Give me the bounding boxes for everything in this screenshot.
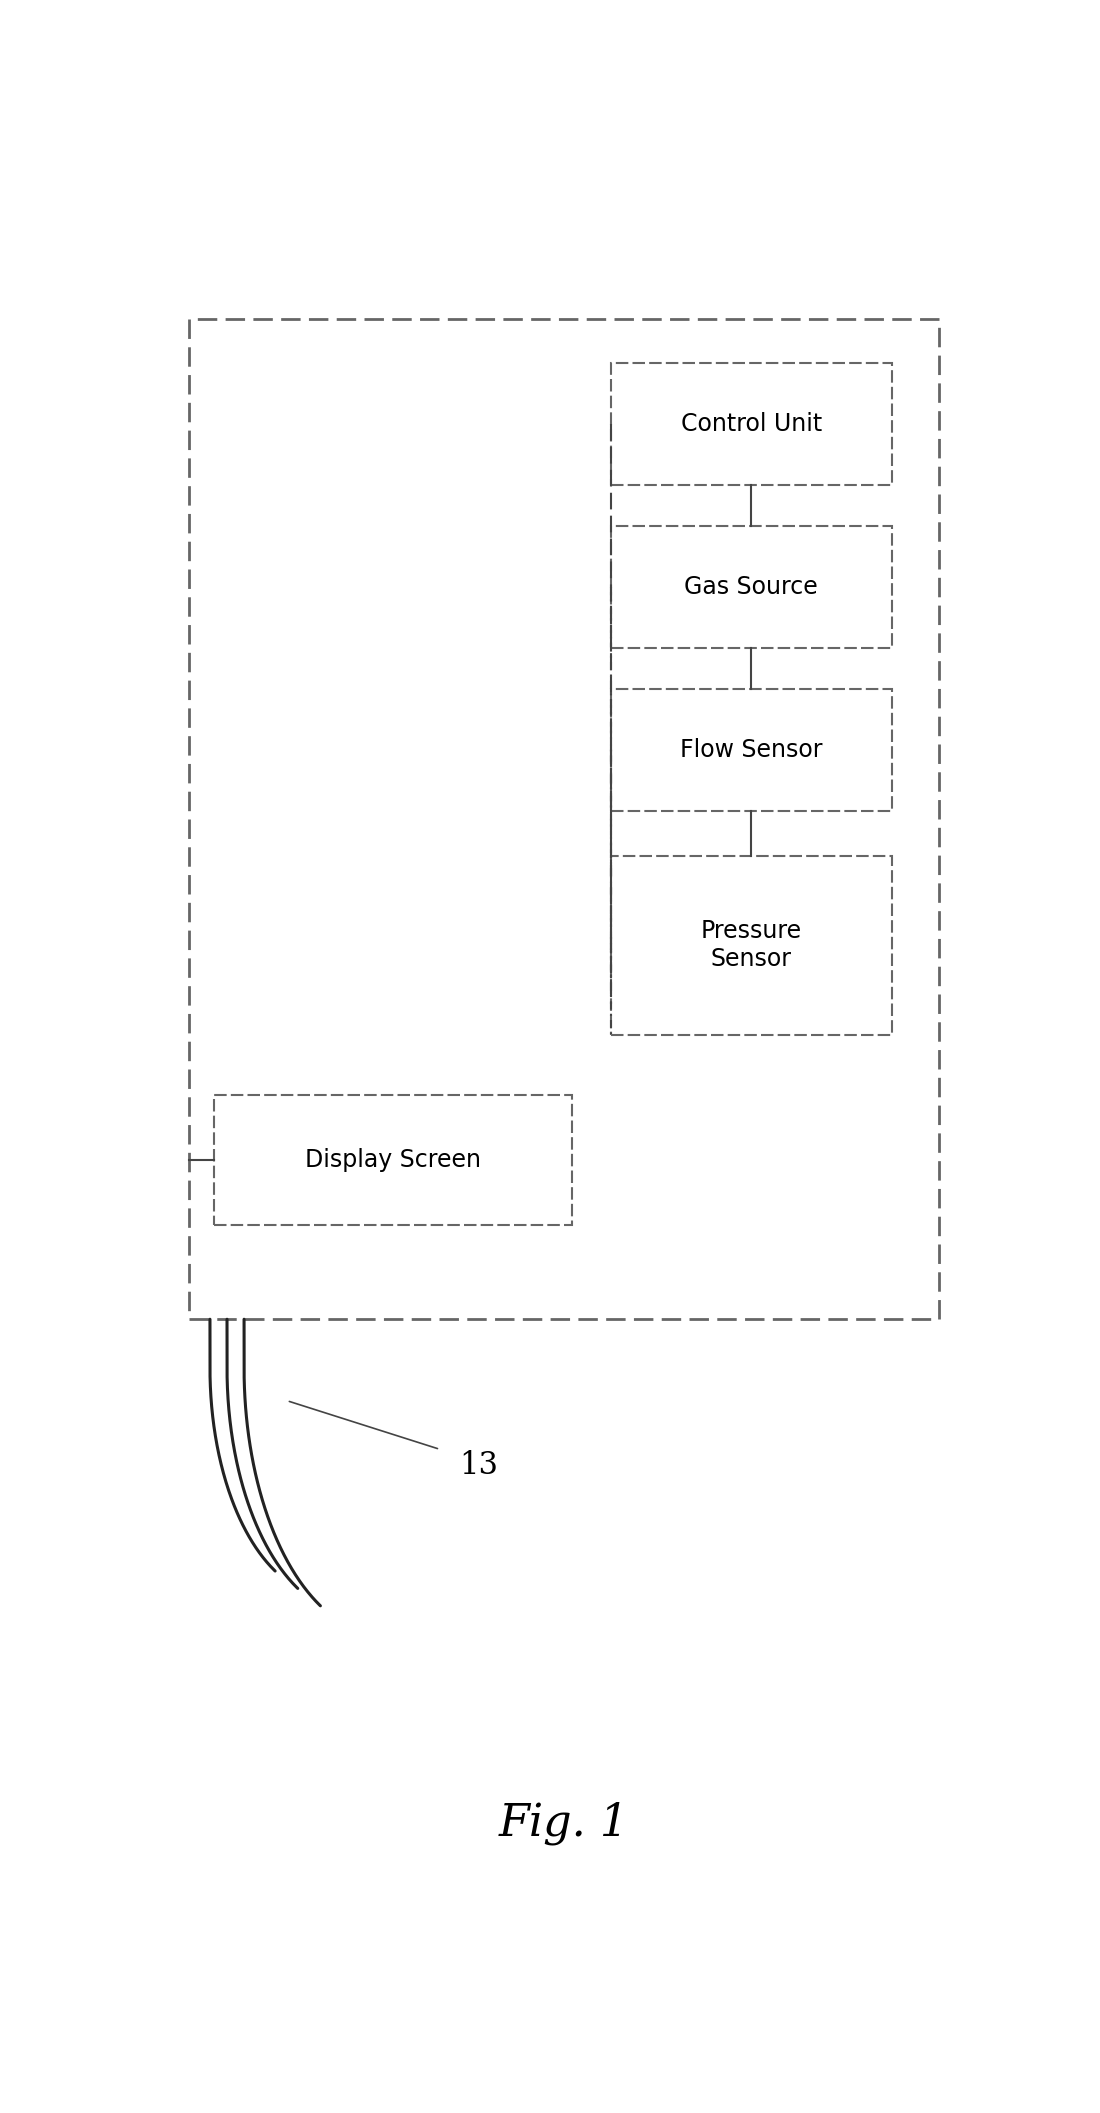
Bar — [189, 319, 938, 1319]
Text: Gas Source: Gas Source — [684, 575, 818, 600]
Bar — [610, 363, 892, 486]
Text: Fig. 1: Fig. 1 — [498, 1802, 629, 1845]
Text: Control Unit: Control Unit — [681, 412, 822, 437]
Text: 13: 13 — [459, 1450, 498, 1481]
Bar — [214, 1095, 572, 1226]
Text: Display Screen: Display Screen — [306, 1147, 482, 1173]
Bar — [610, 526, 892, 649]
Bar — [610, 856, 892, 1035]
Text: Pressure
Sensor: Pressure Sensor — [701, 919, 802, 972]
Text: Flow Sensor: Flow Sensor — [680, 737, 823, 763]
Bar — [610, 689, 892, 811]
